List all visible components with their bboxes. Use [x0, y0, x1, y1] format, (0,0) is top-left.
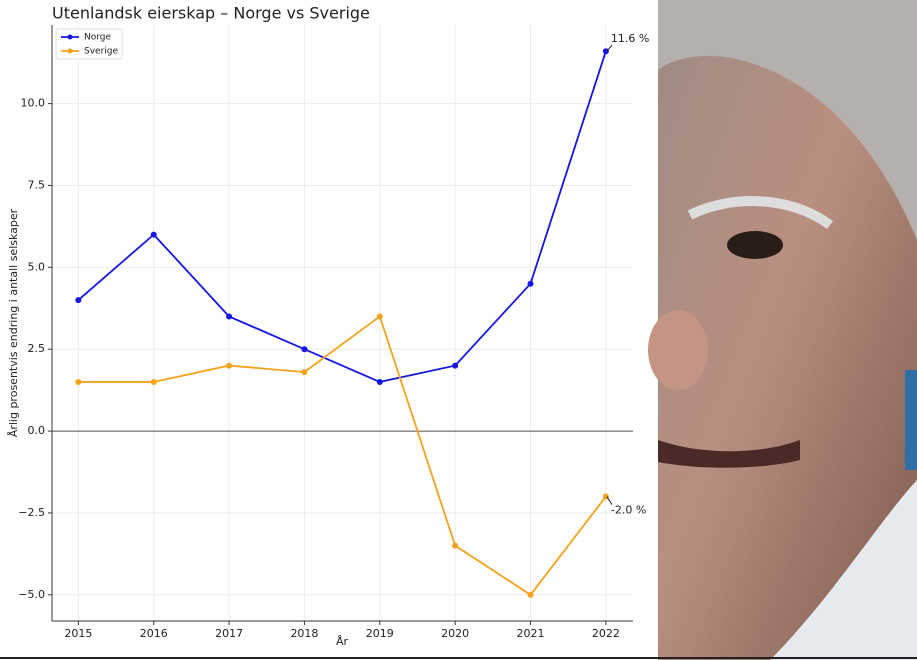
x-tick-label: 2017 — [215, 627, 243, 640]
data-point — [376, 378, 383, 385]
data-point — [301, 346, 308, 353]
photo — [648, 0, 917, 660]
series-line — [78, 314, 607, 597]
value-label: 11.6 % — [611, 32, 649, 45]
y-tick-label: 7.5 — [28, 178, 46, 191]
data-point — [452, 542, 459, 549]
x-tick-label: 2020 — [441, 627, 469, 640]
legend-label: Norge — [84, 33, 111, 43]
data-point — [226, 362, 233, 369]
y-tick-label: −5.0 — [18, 588, 45, 601]
x-tick-label: 2019 — [366, 627, 394, 640]
y-tick-label: 0.0 — [28, 424, 46, 437]
data-point — [75, 378, 82, 385]
legend-swatch — [67, 48, 73, 54]
y-tick-label: −2.5 — [18, 506, 45, 519]
data-point — [301, 369, 308, 376]
data-point — [226, 313, 233, 320]
x-tick-label: 2016 — [140, 627, 168, 640]
y-axis-label: Årlig prosentvis endring i antall selska… — [7, 208, 20, 437]
y-tick-label: 5.0 — [28, 260, 46, 273]
x-tick-label: 2022 — [592, 627, 620, 640]
y-tick-label: 10.0 — [21, 97, 46, 110]
legend-swatch — [67, 34, 73, 40]
data-point — [527, 280, 534, 287]
x-tick-label: 2021 — [517, 627, 545, 640]
legend-label: Sverige — [84, 47, 118, 57]
value-label: -2.0 % — [611, 504, 646, 517]
data-point — [376, 313, 383, 320]
y-tick-label: 2.5 — [28, 342, 46, 355]
x-tick-label: 2018 — [290, 627, 318, 640]
data-point — [150, 378, 157, 385]
x-axis-label: År — [336, 635, 349, 648]
series-line — [77, 50, 607, 383]
data-point — [452, 362, 459, 369]
annotation-arrow — [606, 496, 613, 505]
annotation-arrow — [606, 44, 613, 52]
data-point — [150, 231, 157, 238]
data-point — [602, 48, 609, 55]
data-point — [527, 591, 534, 598]
chart-title: Utenlandsk eierskap – Norge vs Sverige — [52, 4, 370, 23]
data-point — [75, 297, 82, 304]
x-tick-label: 2015 — [64, 627, 92, 640]
legend: Norge Sverige — [55, 28, 123, 60]
